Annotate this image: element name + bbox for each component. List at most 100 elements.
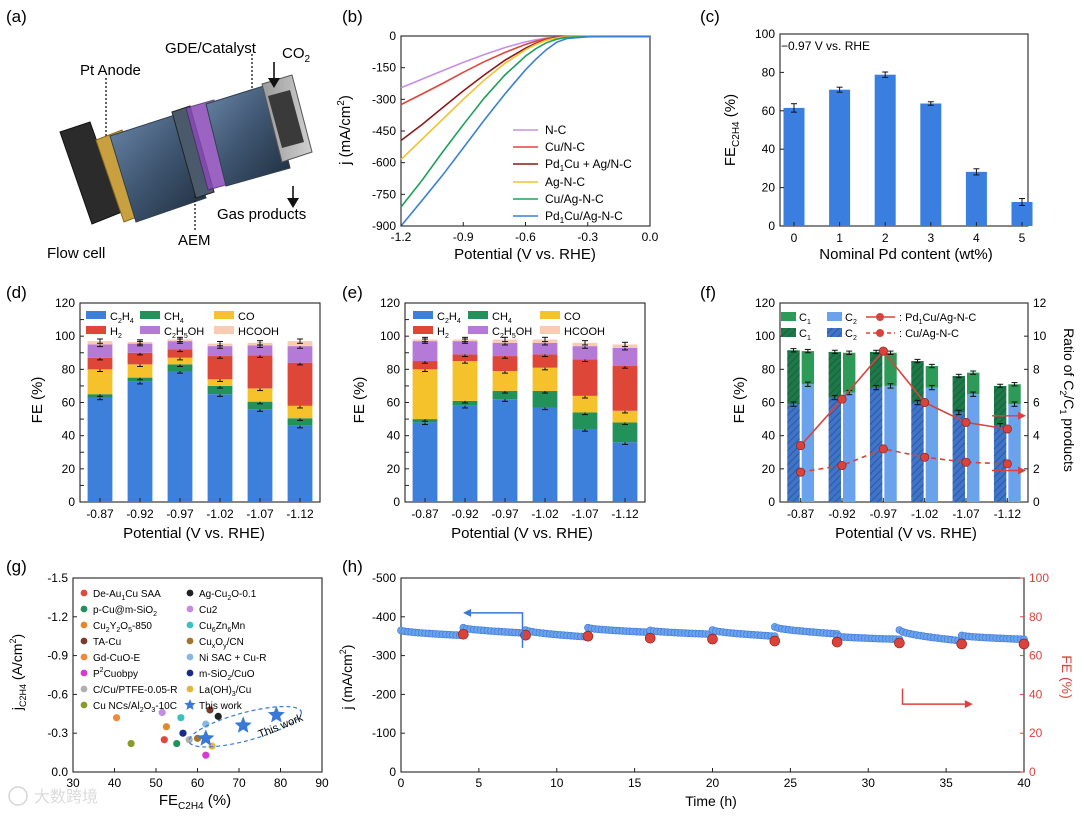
d-bar-segment (127, 343, 153, 353)
b-ytick-label: -150 (372, 61, 396, 75)
panel-c: 0 1 2 3 4 5 0 20 40 60 80 100 −0.97 V vs. RHE Nomin… (722, 27, 1033, 263)
f-legend: C1 C2 : Pd1Cu/Ag-N-C C1 C2 : Cu/Ag-N-C (781, 312, 976, 342)
e-bar-segment (572, 395, 598, 413)
h-xtick-label: 0 (398, 776, 405, 790)
e-ytick-label: 100 (380, 329, 400, 343)
label-pt-anode: Pt Anode (80, 62, 141, 79)
f-bar-c1-hatch (828, 351, 841, 398)
e-xtick-label: -0.97 (491, 507, 519, 521)
f-xtick-label: -1.07 (952, 507, 980, 521)
f-legend-hatch (781, 328, 796, 337)
gas-arrow-head (287, 198, 299, 208)
g-data-point (179, 729, 187, 737)
c-ytick-label: 100 (755, 27, 775, 41)
c-xtick-label: 5 (1019, 231, 1026, 245)
g-legend-label: Cu NCs/Al2O3-10C (93, 701, 177, 714)
g-xtick-label: 70 (232, 776, 246, 790)
g-legend-marker (80, 637, 88, 645)
b-xtick-label: 0.0 (642, 230, 659, 244)
d-ytick-label: 40 (62, 429, 76, 443)
d-bar-segment (87, 357, 113, 370)
label-co2: CO2 (282, 45, 311, 65)
g-legend-marker (80, 701, 88, 709)
g-legend-label: p-Cu@m-SiO2 (93, 605, 157, 618)
g-legend-marker (80, 621, 88, 629)
h-fe-point (769, 635, 781, 647)
f-legend-swatch (827, 312, 842, 321)
c-xtick-label: 0 (791, 231, 798, 245)
h-fe-point (707, 633, 718, 645)
b-series-line (400, 35, 650, 227)
d-bar-segment (247, 409, 273, 502)
b-legend-label: Cu/N-C (545, 140, 585, 154)
panel-label-f: (f) (700, 283, 716, 302)
c-plot-frame (779, 33, 1029, 227)
e-xtick-label: -0.87 (411, 507, 439, 521)
g-legend-marker (80, 669, 88, 677)
e-legend: C2H4 CH4 CO H2 C2H5OH HCOOH (413, 311, 605, 340)
d-bar-segment (207, 385, 233, 395)
watermark-logo-icon (8, 786, 28, 806)
panel-label-e: (e) (342, 283, 363, 302)
d-xtick-label: -0.87 (86, 507, 114, 521)
e-ytick-label: 0 (393, 495, 400, 509)
g-data-point (214, 712, 222, 720)
e-ytick-label: 80 (387, 362, 401, 376)
g-legend-label: C/Cu/PTFE-0.05-R (93, 685, 177, 696)
c-ytick-label: 40 (762, 142, 776, 156)
g-data-point (112, 714, 121, 722)
d-bar-segment (287, 362, 313, 406)
h-plot-frame (400, 577, 1025, 773)
panel-d: -0.87 -0.92 -0.97 -1.02 -1.07 -1.12 0 20 40 60 80 1… (29, 296, 321, 542)
g-legend-label: Ni SAC + Cu-R (199, 653, 267, 664)
panel-label-d: (d) (6, 283, 27, 302)
h-ytick-label: -500 (372, 571, 396, 585)
f-bar-c1 (967, 372, 980, 395)
b-legend-label: Pd1Cu/Ag-N-C (545, 209, 623, 225)
c-bar (1011, 202, 1033, 226)
c-bar (965, 171, 987, 226)
e-bar-segment (532, 367, 558, 391)
e-bar-segment (612, 366, 638, 411)
g-data-point (127, 739, 135, 748)
g-ytick-label: -0.3 (47, 726, 68, 740)
panel-b: -1.2 -0.9 -0.6 -0.3 0.0 0 -150 -300 -450 -600 -750… (336, 29, 659, 263)
c-xtick-label: 4 (973, 231, 980, 245)
g-this-work-star (197, 729, 215, 746)
f-bar-c2-hatch (828, 397, 841, 502)
h-fe-point (1018, 638, 1030, 650)
g-xlabel: FEC2H4 (%) (159, 792, 231, 812)
d-bar-segment (127, 381, 153, 502)
gde-grid (268, 90, 304, 148)
panel-label-h: (h) (342, 557, 363, 576)
d-xlabel: Potential (V vs. RHE) (123, 525, 265, 542)
e-bar-segment (412, 341, 438, 362)
e-bar-segment (572, 359, 598, 396)
b-xtick-label: -0.9 (453, 230, 474, 244)
d-bar-segment (127, 352, 153, 365)
f-ratio-marker (1002, 459, 1012, 469)
d-bar-segment (87, 397, 113, 502)
h-ytick-label: -100 (372, 726, 396, 740)
b-legend-label: Pd1Cu + Ag/N-C (545, 157, 632, 173)
f-xtick-label: -1.02 (911, 507, 939, 521)
h-arrow-right-head (964, 700, 973, 709)
f-xtick-label: -0.92 (828, 507, 856, 521)
e-bar-segment (412, 422, 438, 502)
f-ytick-label: 0 (768, 495, 775, 509)
g-data-point (158, 708, 166, 717)
e-legend-swatch (540, 311, 560, 319)
e-bar-segment (532, 390, 558, 408)
h-fe-point (831, 636, 843, 648)
e-bar-segment (452, 405, 478, 502)
b-ytick-label: 0 (389, 29, 396, 43)
e-xtick-label: -0.92 (451, 507, 479, 521)
d-legend-label: CO (238, 311, 255, 323)
g-legend-label: Gd-CuO-E (93, 653, 141, 664)
h-xtick-label: 35 (939, 776, 953, 790)
f-arrow-pd1cu-head (1018, 411, 1026, 420)
g-legend-marker (80, 605, 88, 613)
h-fe-point (457, 628, 469, 640)
h-ytick-label: -400 (372, 610, 396, 624)
g-legend-marker (80, 685, 88, 693)
